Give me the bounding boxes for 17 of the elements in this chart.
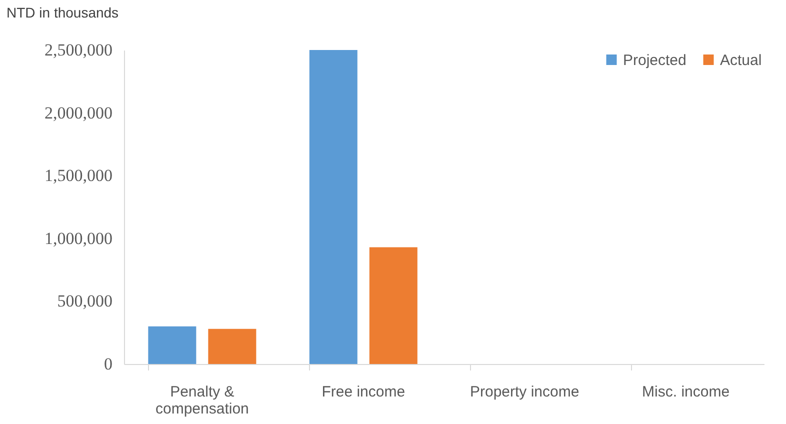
legend-label: Actual — [720, 52, 762, 69]
bar — [148, 326, 196, 364]
bar — [369, 247, 418, 364]
x-tick-label: Free income — [322, 384, 406, 400]
y-tick-label: 2,000,000 — [44, 103, 112, 122]
legend-label: Projected — [623, 52, 686, 69]
y-axis-title: NTD in thousands — [6, 4, 119, 20]
x-tick-label: Penalty & compensation — [155, 384, 249, 418]
y-tick-label: 2,500,000 — [44, 40, 112, 60]
bar — [309, 50, 358, 364]
y-tick-label: 1,500,000 — [44, 166, 112, 186]
x-tick-label: Misc. income — [642, 384, 730, 400]
bar — [208, 328, 256, 364]
y-tick-label: 1,000,000 — [44, 228, 112, 248]
y-tick-label: 0 — [104, 354, 112, 374]
x-tick-label: Property income — [470, 384, 580, 400]
y-tick-label: 500,000 — [57, 292, 112, 311]
